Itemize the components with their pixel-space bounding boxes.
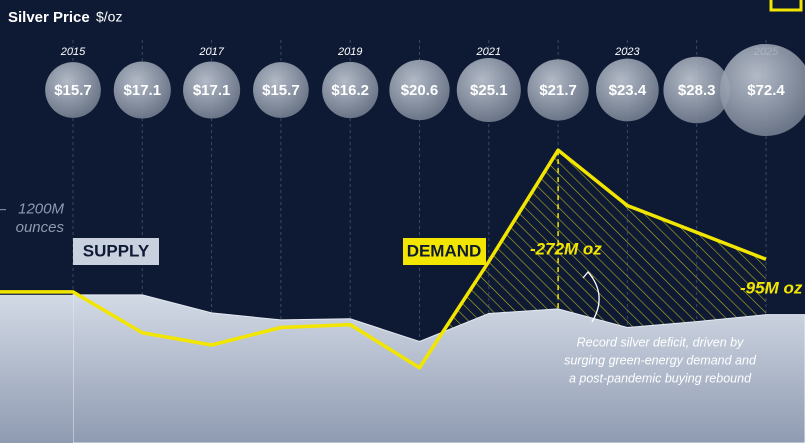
price-label: $23.4 [609, 82, 647, 99]
chart-title-unit: $/oz [96, 9, 122, 25]
x-tick-label: 2019 [337, 46, 362, 58]
price-bubble [719, 43, 805, 137]
demand-line [0, 148, 767, 370]
note-text: surging green-energy demand and [564, 353, 757, 367]
price-bubble [663, 56, 730, 124]
note-text: Record silver deficit, driven by [577, 335, 744, 349]
supply-area [72, 294, 805, 443]
legend-label: SUPPLY [83, 241, 150, 260]
price-label: $17.1 [193, 82, 231, 99]
x-tick-label: 2015 [60, 46, 86, 58]
price-label: $28.3 [678, 82, 716, 99]
price-bubble [113, 61, 171, 119]
legend-box [403, 238, 486, 265]
left-fill [0, 294, 73, 443]
annotation: -95M oz [740, 278, 803, 297]
legend-box [73, 238, 159, 265]
price-bubble [322, 61, 379, 119]
price-bubble [389, 59, 450, 121]
price-bubble [253, 62, 309, 118]
price-label: $17.1 [124, 82, 162, 99]
price-label: $15.7 [54, 82, 92, 99]
x-tick-label: 2021 [476, 46, 501, 58]
price-bubble [527, 59, 589, 121]
legend-label: DEMAND [407, 241, 482, 260]
y-tick-label: 1200M [18, 201, 64, 218]
chart-title: Silver Price [8, 9, 90, 26]
price-label: $15.7 [262, 82, 300, 99]
x-tick-label: 2023 [614, 46, 640, 58]
price-label: $20.6 [401, 82, 439, 99]
note-arrowhead [582, 270, 594, 279]
note-text: a post-pandemic buying rebound [569, 371, 752, 385]
corner-icon [769, 0, 803, 12]
price-label: $72.4 [747, 82, 785, 99]
price-label: $25.1 [470, 82, 508, 99]
price-label: $16.2 [331, 82, 369, 99]
x-tick-label: 2017 [198, 46, 224, 58]
price-bubble [596, 58, 659, 122]
annotation: -272M oz [530, 239, 602, 258]
price-bubble [183, 61, 241, 119]
price-bubble [456, 57, 521, 123]
price-label: $21.7 [539, 82, 577, 99]
price-bubble [45, 62, 101, 118]
y-unit: ounces [16, 219, 65, 236]
